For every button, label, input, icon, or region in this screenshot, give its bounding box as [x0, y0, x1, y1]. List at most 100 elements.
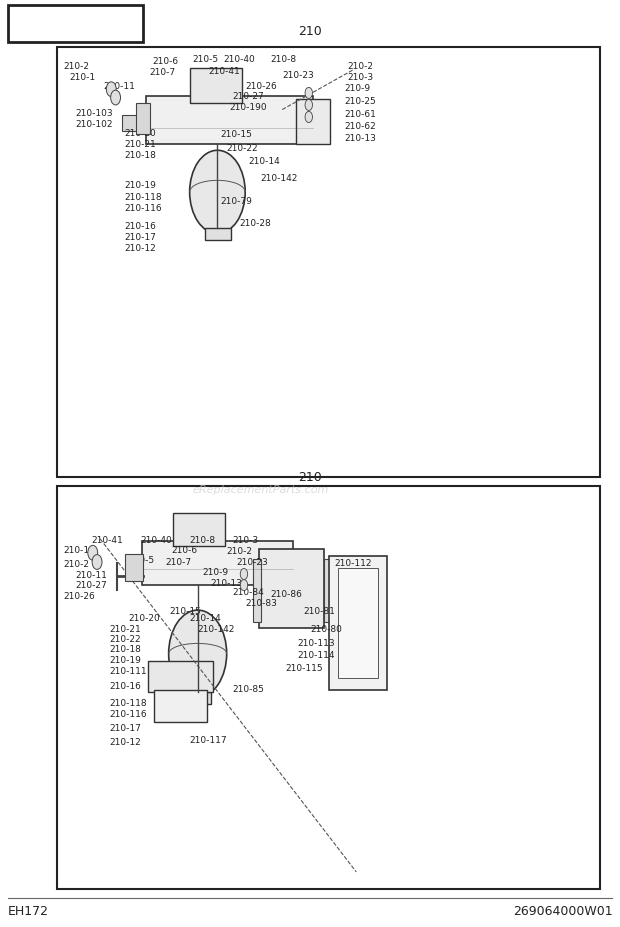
Text: 210: 210	[298, 25, 322, 38]
Text: 210-13: 210-13	[210, 578, 242, 587]
Circle shape	[241, 569, 247, 580]
Bar	[7, 6, 143, 43]
Text: 210-115: 210-115	[285, 663, 323, 672]
Circle shape	[169, 611, 227, 697]
Text: 210-14: 210-14	[190, 614, 221, 622]
Text: 210-83: 210-83	[245, 599, 277, 607]
Text: 210-15: 210-15	[221, 130, 252, 139]
Text: 210-1: 210-1	[69, 72, 95, 82]
Text: 210-22: 210-22	[227, 144, 259, 153]
Bar	[205, 229, 231, 241]
Circle shape	[88, 546, 98, 561]
Text: 210-142: 210-142	[260, 173, 298, 183]
Text: 210: 210	[298, 471, 322, 484]
Text: EH172: EH172	[7, 905, 48, 918]
Circle shape	[190, 151, 245, 235]
Text: 210-118: 210-118	[109, 698, 147, 707]
Text: 210-27: 210-27	[233, 92, 265, 101]
Text: 210-116: 210-116	[125, 204, 162, 213]
Bar	[57, 47, 600, 477]
Bar	[148, 661, 213, 692]
Text: 210-6: 210-6	[153, 57, 179, 66]
Text: FIG.  640: FIG. 640	[17, 15, 129, 34]
Text: 210-12: 210-12	[125, 244, 157, 253]
Text: 210-28: 210-28	[239, 219, 271, 228]
Text: 210-142: 210-142	[198, 625, 235, 633]
Text: 210-113: 210-113	[298, 639, 335, 647]
Text: 210-5: 210-5	[128, 555, 154, 565]
Text: 210-41: 210-41	[91, 536, 123, 545]
Bar	[57, 487, 600, 889]
Text: 210-23: 210-23	[236, 558, 268, 567]
Bar	[154, 690, 207, 722]
Text: 210-116: 210-116	[109, 709, 147, 718]
Text: 269064000W01: 269064000W01	[513, 905, 613, 918]
Circle shape	[241, 580, 247, 591]
Text: 210-7: 210-7	[165, 558, 191, 567]
Bar	[125, 554, 143, 582]
Bar	[190, 69, 242, 104]
Text: 210-11: 210-11	[104, 82, 135, 91]
Bar	[136, 104, 149, 134]
Text: 210-2: 210-2	[63, 560, 89, 569]
Text: 210-86: 210-86	[270, 590, 302, 598]
Text: 210-2: 210-2	[227, 547, 253, 556]
Text: 210-19: 210-19	[109, 655, 141, 664]
Text: 210-190: 210-190	[230, 103, 267, 112]
Bar	[324, 560, 332, 622]
Text: 210-26: 210-26	[63, 591, 95, 600]
Text: 210-62: 210-62	[344, 121, 376, 131]
Text: 210-2: 210-2	[63, 61, 89, 70]
Text: 210-79: 210-79	[221, 197, 252, 206]
Text: 210-15: 210-15	[169, 606, 201, 615]
Text: 210-3: 210-3	[347, 72, 373, 82]
Text: 210-9: 210-9	[202, 567, 228, 576]
Text: 210-27: 210-27	[76, 580, 107, 589]
Text: 210-81: 210-81	[304, 606, 335, 615]
Circle shape	[305, 112, 312, 123]
Text: 210-112: 210-112	[335, 559, 372, 568]
Text: 210-17: 210-17	[125, 233, 157, 242]
Text: 210-85: 210-85	[233, 684, 265, 693]
Circle shape	[92, 555, 102, 570]
Text: eReplacementParts.com: eReplacementParts.com	[192, 485, 329, 494]
Text: 210-61: 210-61	[344, 109, 376, 119]
Bar	[122, 116, 148, 132]
Bar	[185, 692, 211, 704]
Bar	[259, 550, 324, 628]
Text: 210-8: 210-8	[190, 536, 216, 545]
Text: 210-11: 210-11	[76, 571, 107, 579]
Text: 210-13: 210-13	[344, 133, 376, 143]
Text: 210-18: 210-18	[109, 645, 141, 654]
Text: 210-7: 210-7	[149, 68, 175, 77]
Text: 210-3: 210-3	[233, 536, 259, 545]
Text: 210-118: 210-118	[125, 193, 162, 202]
Text: 210-117: 210-117	[190, 735, 228, 744]
Text: 210-80: 210-80	[310, 625, 342, 633]
Bar	[338, 569, 378, 678]
Text: 210-20: 210-20	[128, 614, 160, 622]
Bar	[146, 96, 313, 145]
Text: 210-114: 210-114	[298, 651, 335, 659]
Text: 210-23: 210-23	[282, 70, 314, 80]
Text: 210-9: 210-9	[344, 83, 370, 93]
Bar	[296, 100, 330, 145]
Bar	[142, 541, 293, 586]
Text: 210-5: 210-5	[193, 55, 219, 64]
Text: 210-6: 210-6	[171, 546, 197, 555]
Text: 210-12: 210-12	[109, 737, 141, 746]
Text: 210-25: 210-25	[344, 96, 376, 106]
Text: 210-102: 210-102	[76, 120, 113, 129]
Bar	[329, 556, 387, 690]
Text: 210-40: 210-40	[140, 536, 172, 545]
Text: 210-111: 210-111	[109, 666, 147, 675]
Text: 210-40: 210-40	[224, 55, 255, 64]
Text: 210-1: 210-1	[63, 546, 89, 555]
Text: 210-41: 210-41	[208, 67, 240, 76]
Text: 210-21: 210-21	[125, 140, 157, 149]
Text: 210-103: 210-103	[76, 108, 113, 118]
Text: 210-84: 210-84	[233, 588, 265, 596]
Circle shape	[305, 100, 312, 111]
Text: 210-8: 210-8	[270, 55, 296, 64]
Text: 210-17: 210-17	[109, 723, 141, 732]
